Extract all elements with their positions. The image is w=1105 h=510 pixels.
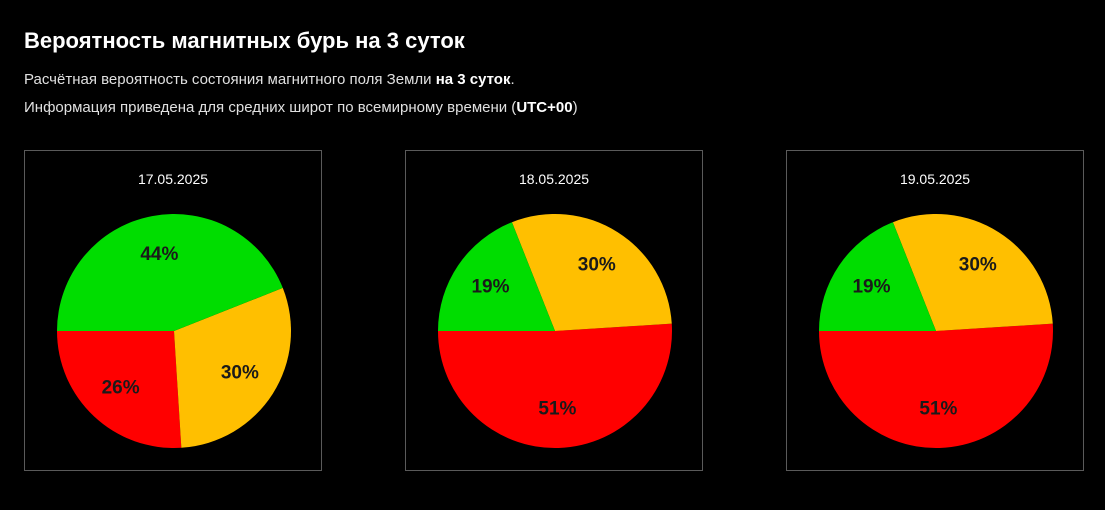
pie-slice — [819, 222, 936, 331]
pie-slice — [511, 213, 672, 331]
description-line-2-bold: UTC+00 — [516, 99, 573, 116]
pie-slice — [819, 323, 1053, 448]
slice-label: 51% — [919, 398, 957, 419]
page-header: Вероятность магнитных бурь на 3 суток Ра… — [24, 26, 578, 122]
pie-slice — [438, 323, 672, 448]
forecast-panel-day-1: 17.05.2025 26% 30% 44% — [24, 150, 322, 471]
pie-slice — [57, 331, 182, 449]
forecast-panel-day-3: 19.05.2025 51% 30% 19% — [786, 150, 1084, 471]
description-line-2-text: Информация приведена для средних широт п… — [24, 99, 517, 116]
description-line-1-text: Расчётная вероятность состояния магнитно… — [24, 71, 436, 88]
description-line-1-suffix: . — [510, 71, 515, 88]
slice-label: 26% — [102, 377, 140, 398]
page-title: Вероятность магнитных бурь на 3 суток — [24, 28, 465, 53]
slice-label: 30% — [959, 255, 997, 276]
pie-chart: 51% 30% 19% — [438, 213, 672, 448]
pie-chart: 51% 30% 19% — [819, 213, 1053, 448]
slice-label: 30% — [578, 255, 616, 276]
pie-slice — [892, 213, 1053, 331]
page-description: Расчётная вероятность состояния магнитно… — [24, 66, 578, 122]
panel-date: 18.05.2025 — [518, 171, 590, 187]
forecast-panel-day-2: 18.05.2025 51% 30% 19% — [405, 150, 703, 471]
slice-label: 19% — [852, 277, 890, 298]
pie-slice — [438, 222, 555, 331]
slice-label: 30% — [221, 362, 259, 383]
pie-slice — [57, 213, 283, 331]
description-line-2: Информация приведена для средних широт п… — [24, 94, 578, 122]
slice-label: 44% — [140, 244, 178, 265]
pie-slice — [174, 287, 292, 448]
slice-label: 51% — [538, 398, 576, 419]
pie-chart: 26% 30% 44% — [57, 213, 292, 449]
description-line-1-bold: на 3 суток — [435, 71, 511, 88]
description-line-2-suffix: ) — [572, 99, 578, 116]
panel-date: 19.05.2025 — [899, 171, 971, 187]
panel-date: 17.05.2025 — [137, 171, 209, 187]
slice-label: 19% — [471, 277, 509, 298]
description-line-1: Расчётная вероятность состояния магнитно… — [24, 66, 578, 94]
